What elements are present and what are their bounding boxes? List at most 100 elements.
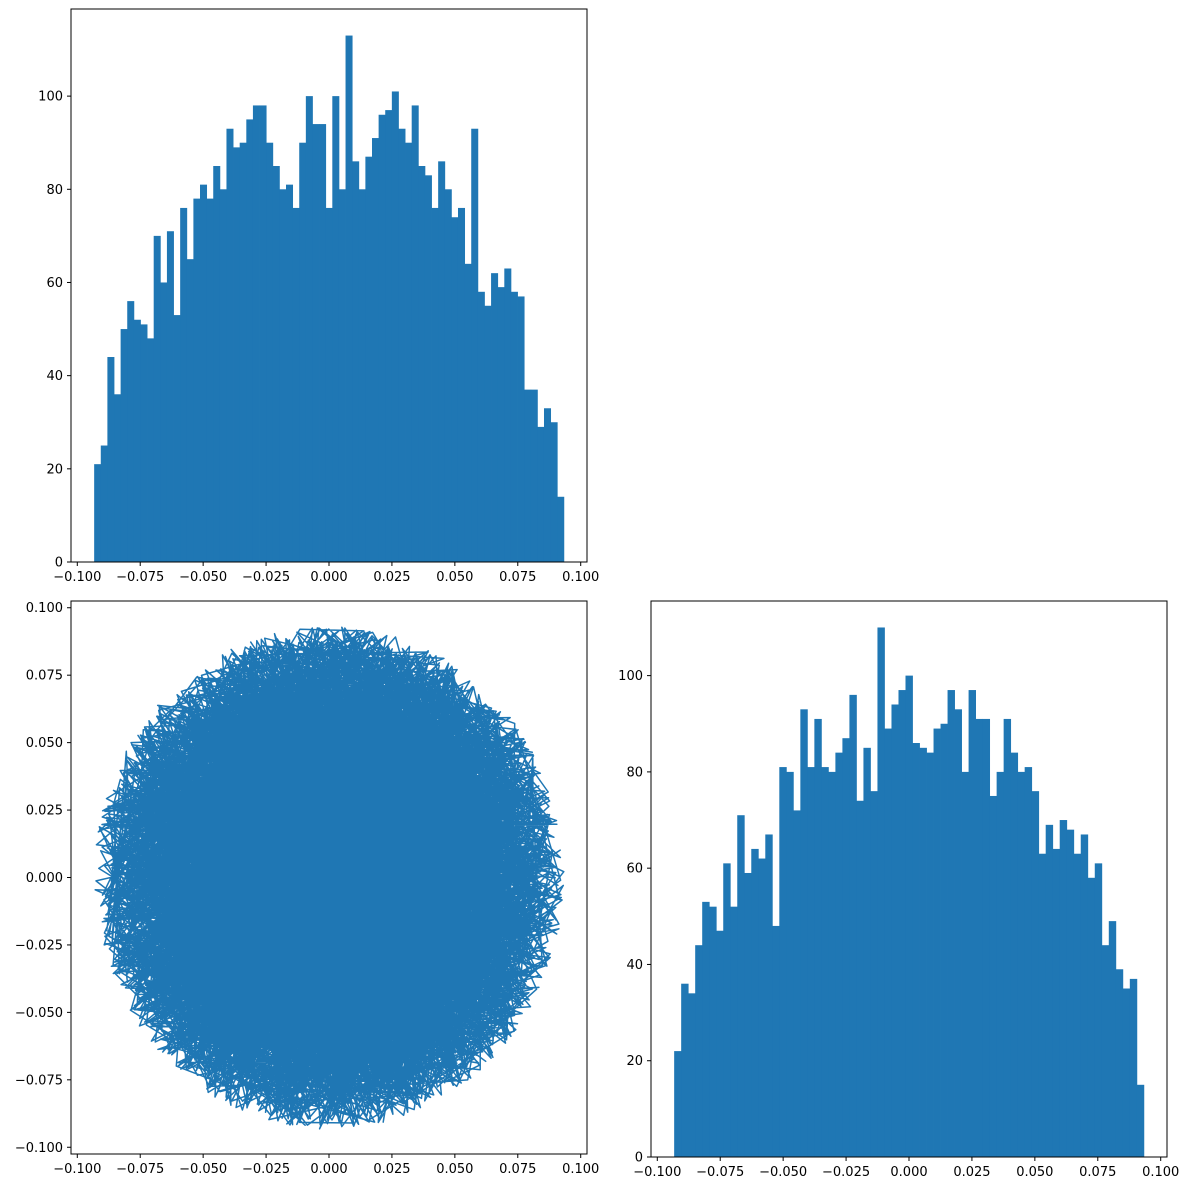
histogram-bar <box>856 800 864 1157</box>
histogram-bar <box>933 728 941 1157</box>
histogram-bar <box>884 728 892 1157</box>
histogram-bar <box>758 858 766 1157</box>
top-histogram-ytick-label: 60 <box>46 276 63 291</box>
histogram-bar <box>259 105 267 563</box>
histogram-bar <box>147 338 155 562</box>
joint-line-ytick-label: −0.050 <box>15 1006 63 1021</box>
histogram-bar <box>1087 877 1096 1157</box>
right-histogram-xtick-label: 0.000 <box>890 1165 927 1180</box>
histogram-bar <box>107 357 115 562</box>
histogram-bar <box>891 704 899 1157</box>
histogram-bar <box>338 189 346 562</box>
joint-line-xtick-label: −0.050 <box>179 1162 227 1177</box>
histogram-bar <box>849 694 857 1157</box>
joint-line-panel: −0.100 −0.075 −0.050 −0.025 0.000 0.025 0.050 0… <box>15 600 599 1177</box>
histogram-bar <box>114 394 122 562</box>
top-histogram-xtick-label: −0.075 <box>116 570 164 585</box>
histogram-bar <box>1024 767 1033 1157</box>
histogram-bar <box>1066 829 1075 1157</box>
histogram-bar <box>305 96 313 562</box>
right-histogram-xtick-label: 0.050 <box>1016 1165 1053 1180</box>
joint-line-ytick-label: −0.025 <box>15 938 63 953</box>
right-histogram-xtick-label: 0.075 <box>1079 1165 1116 1180</box>
joint-line-xtick-label: 0.000 <box>310 1162 347 1177</box>
histogram-bar <box>1136 1084 1145 1157</box>
histogram-bar <box>365 156 373 562</box>
histogram-bar <box>821 767 829 1157</box>
histogram-bar <box>272 166 280 562</box>
histogram-bar <box>550 422 558 562</box>
top-histogram-xtick-label: −0.050 <box>179 570 227 585</box>
joint-line-xtick-label: 0.050 <box>436 1162 473 1177</box>
histogram-bar <box>464 263 472 562</box>
right-histogram-ytick-label: 0 <box>635 1151 643 1166</box>
histogram-bar <box>451 217 459 562</box>
histogram-bar <box>702 901 710 1157</box>
histogram-bar <box>530 389 538 562</box>
right-histogram-xtick-label: 0.025 <box>953 1165 990 1180</box>
histogram-bar <box>1045 824 1054 1157</box>
histogram-bar <box>405 142 413 562</box>
histogram-bar <box>180 207 188 563</box>
histogram-bar <box>744 872 752 1157</box>
top-histogram-xtick-label: 0.075 <box>499 570 536 585</box>
top-histogram-panel: −0.100 −0.075 −0.050 −0.025 0.000 0.025 0.050 0… <box>38 8 599 585</box>
top-histogram-xtick-label: −0.025 <box>242 570 290 585</box>
top-histogram-xtick-label: −0.100 <box>53 570 101 585</box>
histogram-bar <box>312 124 320 562</box>
histogram-bar <box>127 301 135 562</box>
histogram-bar <box>457 207 466 563</box>
histogram-bar <box>213 166 221 562</box>
right-histogram-xtick-label: 0.100 <box>1142 1165 1179 1180</box>
histogram-bar <box>319 124 327 562</box>
histogram-bar <box>1010 752 1019 1157</box>
histogram-bar <box>926 752 934 1157</box>
histogram-bar <box>1122 988 1131 1157</box>
histogram-bar <box>133 319 141 562</box>
right-histogram-bars <box>674 627 1145 1157</box>
histogram-bar <box>765 834 773 1157</box>
top-histogram-frame <box>70 8 588 563</box>
joint-line-series <box>94 626 565 1130</box>
histogram-bar <box>504 268 512 562</box>
top-histogram-ytick-label: 80 <box>46 183 63 198</box>
histogram-bar <box>1101 945 1110 1157</box>
histogram-bar <box>153 235 161 563</box>
histogram-bar <box>120 329 128 562</box>
joint-line-ytick-label: 0.025 <box>26 804 63 819</box>
histogram-bar <box>385 110 393 562</box>
histogram-bar <box>537 426 545 562</box>
right-histogram-frame <box>650 600 1168 1158</box>
histogram-bar <box>807 767 815 1157</box>
histogram-bar <box>730 906 738 1157</box>
histogram-bar <box>226 128 234 562</box>
histogram-bar <box>94 464 102 562</box>
histogram-bar <box>332 96 340 562</box>
histogram-bar <box>723 863 731 1157</box>
histogram-bar <box>975 718 984 1157</box>
joint-line-ytick-label: 0.075 <box>26 669 63 684</box>
histogram-bar <box>418 166 426 562</box>
histogram-bar <box>233 147 241 563</box>
histogram-bar <box>497 287 505 562</box>
histogram-bar <box>173 315 181 562</box>
right-histogram-ytick-label: 40 <box>626 958 643 973</box>
histogram-bar <box>517 296 525 562</box>
histogram-bar <box>477 291 485 562</box>
right-histogram-ytick-label: 20 <box>626 1054 643 1069</box>
top-histogram-xtick-label: 0.100 <box>562 570 599 585</box>
histogram-bar <box>828 771 836 1157</box>
histogram-bar <box>1003 718 1012 1157</box>
histogram-bar <box>1052 848 1061 1157</box>
top-histogram-xtick-label: 0.000 <box>310 570 347 585</box>
histogram-bar <box>989 795 998 1157</box>
histogram-bar <box>1073 853 1082 1157</box>
histogram-bar <box>100 445 108 562</box>
histogram-bar <box>996 771 1005 1157</box>
right-histogram-ytick-label: 60 <box>626 862 643 877</box>
joint-line-ytick-label: 0.050 <box>26 736 63 751</box>
right-histogram-xtick-label: −0.100 <box>633 1165 681 1180</box>
top-histogram-ytick-label: 100 <box>38 90 63 105</box>
histogram-bar <box>688 993 696 1157</box>
